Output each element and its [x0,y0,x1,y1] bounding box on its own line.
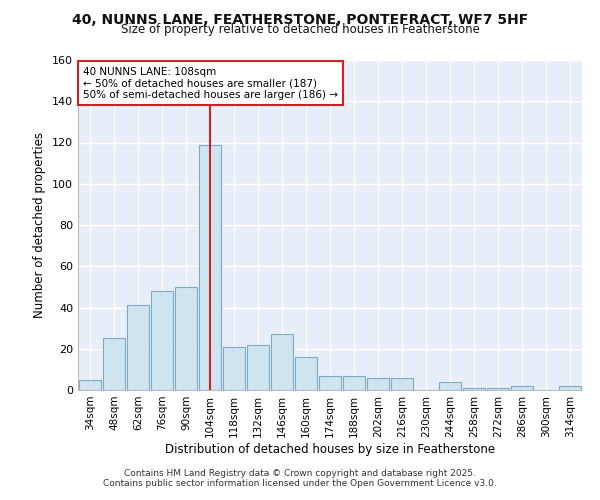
Bar [271,334,293,390]
Bar [487,388,509,390]
Text: Size of property relative to detached houses in Featherstone: Size of property relative to detached ho… [121,22,479,36]
Bar [343,376,365,390]
Bar [391,378,413,390]
Text: 40 NUNNS LANE: 108sqm
← 50% of detached houses are smaller (187)
50% of semi-det: 40 NUNNS LANE: 108sqm ← 50% of detached … [83,66,338,100]
Bar [319,376,341,390]
Text: Contains HM Land Registry data © Crown copyright and database right 2025.: Contains HM Land Registry data © Crown c… [124,468,476,477]
Bar [439,382,461,390]
Bar [223,346,245,390]
Bar [175,287,197,390]
Text: Contains public sector information licensed under the Open Government Licence v3: Contains public sector information licen… [103,478,497,488]
Bar [511,386,533,390]
Bar [103,338,125,390]
Text: 40, NUNNS LANE, FEATHERSTONE, PONTEFRACT, WF7 5HF: 40, NUNNS LANE, FEATHERSTONE, PONTEFRACT… [72,12,528,26]
Bar [79,380,101,390]
X-axis label: Distribution of detached houses by size in Featherstone: Distribution of detached houses by size … [165,442,495,456]
Bar [247,344,269,390]
Bar [127,306,149,390]
Y-axis label: Number of detached properties: Number of detached properties [34,132,46,318]
Bar [295,357,317,390]
Bar [559,386,581,390]
Bar [199,144,221,390]
Bar [463,388,485,390]
Bar [151,291,173,390]
Bar [367,378,389,390]
